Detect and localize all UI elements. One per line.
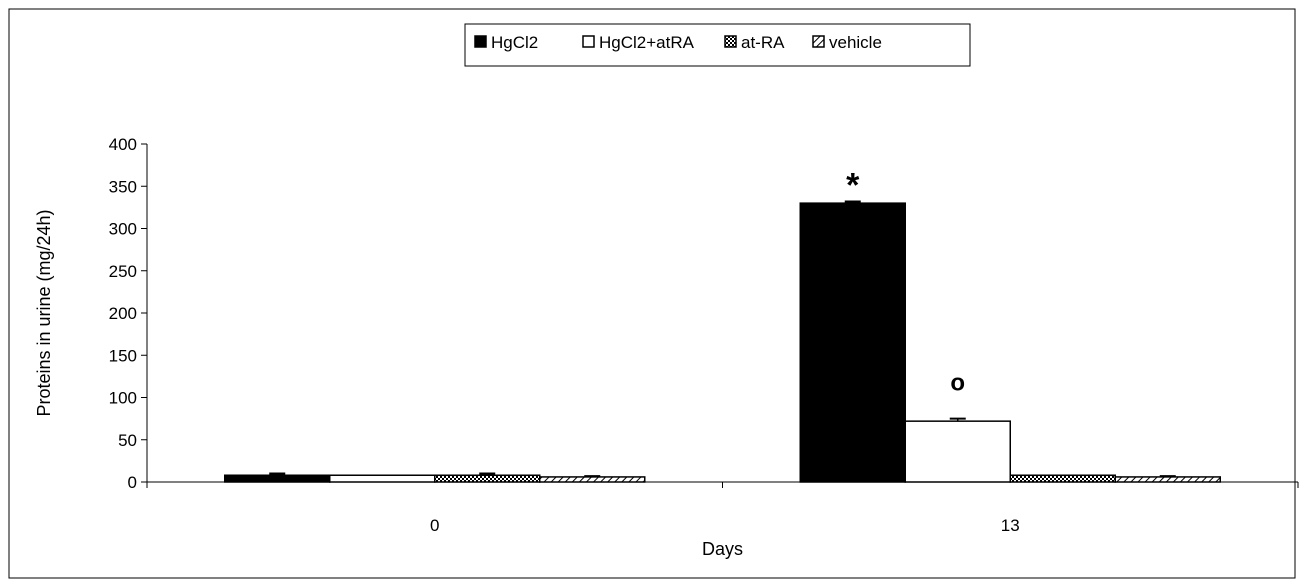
y-tick-label: 50 [118, 431, 137, 450]
y-tick-label: 350 [109, 177, 137, 196]
bar [1009, 474, 1116, 483]
legend-label: at-RA [741, 33, 785, 52]
y-tick-label: 400 [109, 135, 137, 154]
y-tick-label: 0 [128, 473, 137, 492]
y-tick-label: 100 [109, 389, 137, 408]
significance-marker: o [950, 370, 965, 397]
x-tick-label: 0 [430, 516, 439, 535]
bar [329, 474, 436, 483]
bar [1114, 476, 1221, 483]
legend-label: HgCl2 [491, 33, 538, 52]
legend-label: vehicle [829, 33, 882, 52]
y-tick-label: 150 [109, 346, 137, 365]
significance-marker: * [846, 166, 860, 204]
legend-swatch [812, 35, 825, 48]
x-tick-label: 13 [1001, 516, 1020, 535]
legend-swatch [474, 35, 487, 48]
legend-box [464, 23, 971, 67]
y-tick-label: 200 [109, 304, 137, 323]
legend-label: HgCl2+atRA [599, 33, 695, 52]
legend-swatch [582, 35, 595, 48]
bar [799, 202, 906, 483]
legend-swatch [724, 35, 737, 48]
y-tick-label: 250 [109, 262, 137, 281]
chart-frame [8, 8, 1296, 579]
bar [539, 476, 646, 483]
x-axis-title: Days [702, 539, 743, 559]
bar [224, 474, 331, 483]
y-axis-title: Proteins in urine (mg/24h) [34, 209, 54, 416]
bar [904, 420, 1011, 483]
bar [434, 474, 541, 483]
y-tick-label: 300 [109, 220, 137, 239]
